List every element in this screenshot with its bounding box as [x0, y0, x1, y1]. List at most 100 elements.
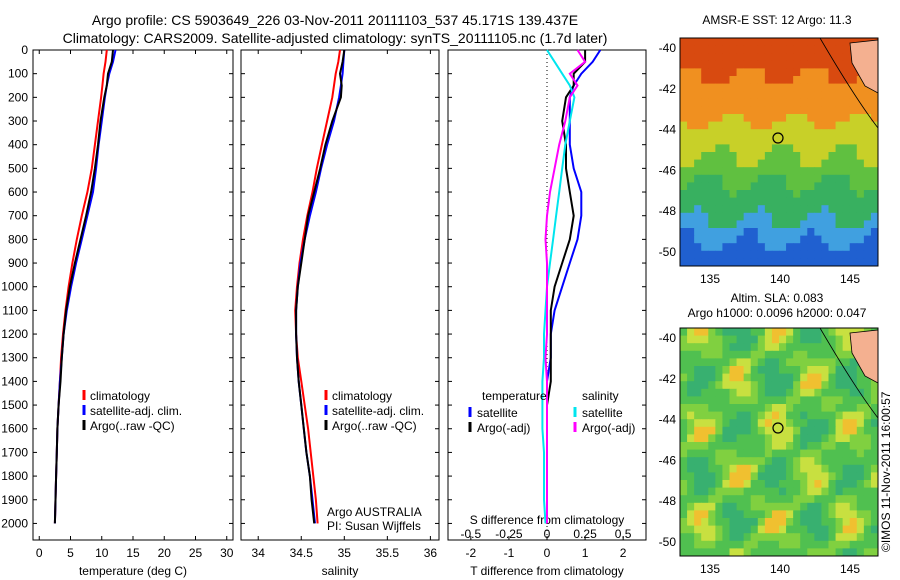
map-cell — [715, 472, 723, 481]
map-cell — [694, 404, 702, 413]
map-cell — [680, 457, 688, 466]
map-cell — [764, 121, 773, 130]
map-cell — [729, 548, 738, 557]
map-cell — [807, 129, 815, 138]
xtick-label: -1 — [504, 546, 515, 560]
map-cell — [736, 434, 745, 443]
map-cell — [757, 212, 766, 221]
map-cell — [722, 83, 730, 92]
map-cell — [694, 343, 702, 352]
map-cell — [835, 525, 844, 534]
map-cell — [771, 396, 780, 405]
map-cell — [828, 404, 837, 413]
map-cell — [729, 358, 738, 367]
map-cell — [807, 442, 815, 451]
map-cell — [870, 250, 879, 259]
map-cell — [863, 540, 872, 549]
map-cell — [863, 502, 872, 511]
map-cell — [764, 426, 773, 435]
map-cell — [757, 343, 766, 352]
map-cell — [701, 144, 709, 153]
map-cell — [694, 220, 702, 229]
map-cell — [757, 136, 766, 145]
map-cell — [757, 182, 766, 191]
map-cell — [814, 258, 822, 267]
map-cell — [842, 129, 851, 138]
map-cell — [687, 449, 695, 458]
map-cell — [708, 472, 716, 481]
map-cell — [687, 152, 695, 161]
map-cell — [771, 60, 780, 69]
map-cell — [743, 60, 752, 69]
map-cell — [708, 381, 716, 390]
map-cell — [764, 464, 773, 473]
map-cell — [828, 258, 837, 267]
map-cell — [828, 212, 837, 221]
map-cell — [750, 152, 759, 161]
map-cell — [863, 449, 872, 458]
map-cell — [701, 76, 709, 85]
map-cell — [807, 76, 815, 85]
map-cell — [743, 502, 752, 511]
map-cell — [715, 258, 723, 267]
map-cell — [701, 366, 709, 375]
map-cell — [722, 366, 730, 375]
map-cell — [722, 121, 730, 130]
map-cell — [750, 426, 759, 435]
map-cell — [771, 411, 780, 420]
map-lat-label: -48 — [659, 494, 677, 508]
map-cell — [701, 335, 709, 344]
xtick-label: 15 — [126, 546, 140, 560]
map-cell — [694, 335, 702, 344]
map-cell — [793, 91, 801, 100]
map-cell — [694, 235, 702, 244]
map-cell — [814, 388, 822, 397]
map-cell — [814, 525, 822, 534]
map-cell — [828, 480, 837, 489]
map-cell — [729, 83, 738, 92]
map-cell — [821, 343, 829, 352]
map-cell — [814, 373, 822, 382]
map-cell — [757, 250, 766, 259]
map-cell — [807, 480, 815, 489]
map-cell — [750, 212, 759, 221]
map-cell — [793, 373, 801, 382]
map-cell — [828, 548, 837, 557]
map-cell — [870, 114, 879, 123]
map-cell — [793, 129, 801, 138]
xtick-label: 0 — [36, 546, 43, 560]
map-cell — [786, 495, 794, 504]
map-cell — [771, 197, 780, 206]
map-cell — [800, 525, 808, 534]
map-cell — [828, 411, 837, 420]
map-cell — [849, 442, 858, 451]
map-cell — [835, 434, 844, 443]
map-cell — [750, 525, 759, 534]
map-cell — [786, 426, 794, 435]
coastline — [819, 37, 879, 129]
map-cell — [757, 442, 766, 451]
map-cell — [786, 487, 794, 496]
map-cell — [814, 350, 822, 359]
map-cell — [764, 510, 773, 519]
map-cell — [708, 388, 716, 397]
map-cell — [800, 404, 808, 413]
map-cell — [687, 419, 695, 428]
legend-label: climatology — [332, 389, 392, 403]
map-cell — [821, 121, 829, 130]
map-cell — [807, 502, 815, 511]
map-cell — [729, 510, 738, 519]
map-cell — [743, 518, 752, 527]
map-cell — [793, 388, 801, 397]
map-cell — [835, 152, 844, 161]
map-cell — [708, 426, 716, 435]
map-cell — [856, 167, 865, 176]
map-cell — [715, 205, 723, 214]
map-cell — [821, 487, 829, 496]
map-cell — [821, 502, 829, 511]
map-cell — [729, 197, 738, 206]
map-cell — [807, 533, 815, 542]
map-cell — [722, 114, 730, 123]
map-cell — [800, 106, 808, 115]
map-cell — [807, 495, 815, 504]
